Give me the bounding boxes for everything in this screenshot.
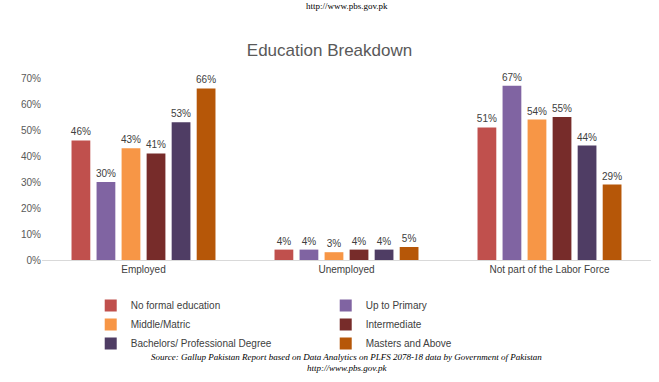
svg-text:0%: 0%	[27, 255, 42, 266]
svg-text:29%: 29%	[602, 171, 622, 182]
svg-text:Unemployed: Unemployed	[318, 264, 374, 275]
svg-text:54%: 54%	[527, 106, 547, 117]
svg-text:4%: 4%	[377, 236, 392, 247]
svg-text:67%: 67%	[502, 72, 522, 83]
svg-text:10%: 10%	[21, 229, 41, 240]
svg-text:51%: 51%	[477, 113, 497, 124]
svg-text:70%: 70%	[21, 73, 41, 84]
svg-text:4%: 4%	[352, 236, 367, 247]
svg-text:60%: 60%	[21, 99, 41, 110]
svg-text:Education Breakdown: Education Breakdown	[247, 41, 412, 60]
svg-text:44%: 44%	[577, 132, 597, 143]
svg-text:4%: 4%	[277, 236, 292, 247]
svg-text:40%: 40%	[21, 151, 41, 162]
svg-text:30%: 30%	[21, 177, 41, 188]
svg-text:3%: 3%	[327, 238, 342, 249]
svg-text:4%: 4%	[302, 236, 317, 247]
svg-text:53%: 53%	[171, 108, 191, 119]
svg-text:5%: 5%	[402, 233, 417, 244]
svg-text:30%: 30%	[96, 168, 116, 179]
svg-text:46%: 46%	[71, 126, 91, 137]
svg-text:Bachelors/ Professional Degree: Bachelors/ Professional Degree	[131, 338, 272, 349]
svg-text:http://www.pbs.gov.pk: http://www.pbs.gov.pk	[307, 363, 387, 373]
svg-text:No formal education: No formal education	[131, 300, 221, 311]
svg-text:Intermediate: Intermediate	[366, 319, 422, 330]
svg-text:Not part of the Labor Force: Not part of the Labor Force	[489, 264, 610, 275]
svg-text:Employed: Employed	[121, 264, 165, 275]
svg-text:41%: 41%	[146, 139, 166, 150]
svg-text:Source: Gallup Pakistan Report: Source: Gallup Pakistan Report based on …	[151, 352, 542, 362]
svg-text:55%: 55%	[552, 103, 572, 114]
svg-text:43%: 43%	[121, 134, 141, 145]
svg-text:http://www.pbs.gov.pk: http://www.pbs.gov.pk	[306, 1, 388, 11]
svg-text:20%: 20%	[21, 203, 41, 214]
svg-text:66%: 66%	[196, 74, 216, 85]
svg-text:Up to Primary: Up to Primary	[366, 300, 427, 311]
svg-text:Masters and Above: Masters and Above	[366, 338, 452, 349]
svg-text:Middle/Matric: Middle/Matric	[131, 319, 190, 330]
svg-text:50%: 50%	[21, 125, 41, 136]
